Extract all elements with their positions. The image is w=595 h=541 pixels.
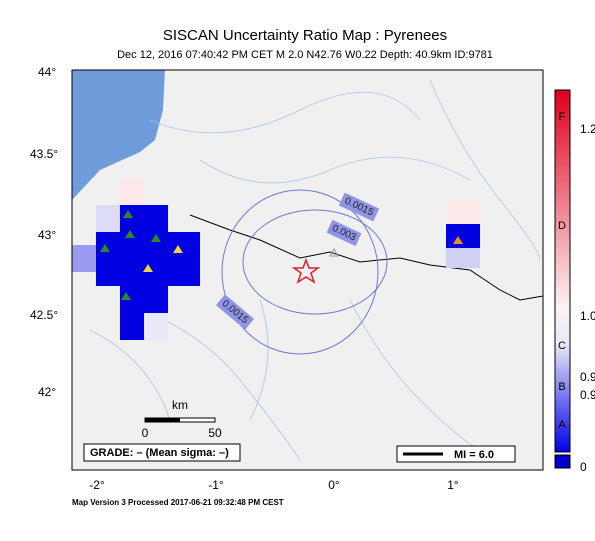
footer: Map Version 3 Processed 2017-06-21 09:32… <box>72 498 284 507</box>
colorbar-value: 0.9 <box>580 370 595 384</box>
scale-end: 50 <box>208 426 222 440</box>
colorbar-value: 1.0 <box>580 309 595 323</box>
scale-bar: km 0 50 <box>142 398 222 440</box>
epicenter <box>291 257 321 284</box>
title: SISCAN Uncertainty Ratio Map : Pyrenees <box>163 27 447 44</box>
lon-label: 0° <box>328 478 340 492</box>
colorbar <box>554 89 571 453</box>
contours <box>221 189 388 355</box>
grade-box <box>83 443 241 462</box>
lon-label: 1° <box>447 478 459 492</box>
lat-label: 42° <box>38 385 56 399</box>
grade-letter: F <box>559 111 566 123</box>
grade-letter: B <box>558 381 565 393</box>
colorbar-value: 1.2 <box>580 122 595 136</box>
sea <box>72 70 165 200</box>
colorbar-value: 0 <box>580 460 587 474</box>
station-marker <box>329 247 339 257</box>
mi-legend: MI = 6.0 <box>454 449 494 461</box>
lat-label: 43° <box>38 228 56 242</box>
colorbar-below <box>554 454 571 469</box>
lat-label: 42.5° <box>30 308 58 322</box>
grade-letter: A <box>558 419 566 431</box>
subtitle: Dec 12, 2016 07:40:42 PM CET M 2.0 N42.7… <box>117 49 493 61</box>
scale-start: 0 <box>142 426 149 440</box>
mi-box <box>396 445 516 463</box>
border <box>189 214 544 301</box>
map-frame <box>71 69 544 471</box>
grade-letter: D <box>558 220 566 232</box>
colorbar-value: 0.9 <box>580 388 595 402</box>
lon-label: -2° <box>89 478 105 492</box>
grade-letter: C <box>558 340 566 352</box>
stations <box>100 210 463 300</box>
grid-cells <box>72 178 480 340</box>
lon-label: -1° <box>208 478 224 492</box>
grade: GRADE: – (Mean sigma: –) <box>90 447 229 459</box>
lat-label: 44° <box>38 65 56 79</box>
scale-unit: km <box>172 398 188 412</box>
lat-label: 43.5° <box>30 147 58 161</box>
